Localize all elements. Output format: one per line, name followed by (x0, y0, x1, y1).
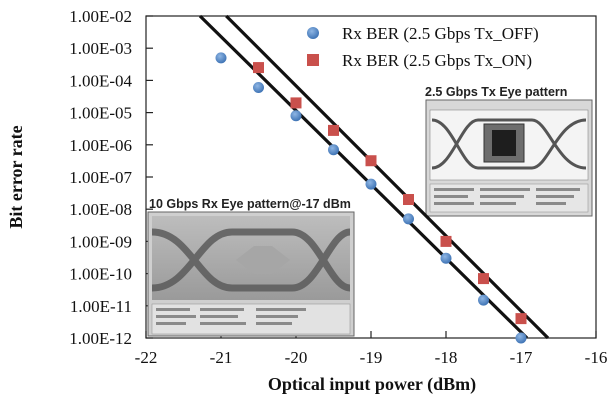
point-tx-off (290, 110, 302, 122)
fit-line-2 (225, 14, 550, 340)
rx-eye-traces (151, 228, 351, 292)
point-tx-off (328, 144, 339, 156)
y-tick-label: 1.00E-10 (69, 265, 132, 284)
y-tick-label: 1.00E-09 (69, 232, 132, 251)
x-tick-label: -16 (585, 348, 608, 367)
legend-marker-tx-on (307, 54, 319, 66)
y-tick-label: 1.00E-12 (69, 329, 132, 348)
rx-eye-opening (236, 246, 290, 274)
point-tx-on (328, 124, 339, 136)
x-tick-labels: -22 -21 -20 -19 -18 -17 -16 (135, 331, 608, 367)
tx-eye-inset (425, 99, 593, 217)
y-tick-label: 1.00E-06 (69, 136, 132, 155)
y-tick-label: 1.00E-03 (69, 39, 132, 58)
y-tick-label: 1.00E-11 (70, 297, 132, 316)
legend-label-tx-on: Rx BER (2.5 Gbps Tx_ON) (342, 51, 532, 70)
data-points (215, 52, 527, 344)
point-tx-on (515, 313, 527, 325)
point-tx-on (290, 97, 302, 109)
point-tx-off (215, 52, 227, 64)
y-tick-label: 1.00E-04 (69, 71, 132, 90)
point-tx-off (440, 252, 452, 264)
tx-eye-inset-title: 2.5 Gbps Tx Eye pattern (425, 85, 567, 99)
legend: Rx BER (2.5 Gbps Tx_OFF) Rx BER (2.5 Gbp… (307, 24, 539, 70)
x-tick-label: -21 (210, 348, 233, 367)
tx-eye-mask (492, 130, 516, 156)
point-tx-on (365, 155, 377, 167)
x-tick-label: -19 (360, 348, 383, 367)
y-tick-label: 1.00E-02 (69, 7, 132, 26)
x-tick-label: -22 (135, 348, 158, 367)
point-tx-off (253, 82, 264, 94)
tx-eye-traces (431, 118, 587, 170)
legend-label-tx-off: Rx BER (2.5 Gbps Tx_OFF) (342, 24, 539, 43)
x-tick-label: -18 (435, 348, 458, 367)
point-tx-on (478, 273, 489, 285)
legend-marker-tx-off (307, 27, 319, 39)
point-tx-off (515, 332, 527, 344)
point-tx-on (440, 235, 452, 247)
point-tx-on (253, 62, 264, 74)
point-tx-off (403, 213, 414, 225)
x-axis-label: Optical input power (dBm) (268, 374, 476, 395)
rx-eye-inset-title: 10 Gbps Rx Eye pattern@-17 dBm (149, 197, 351, 211)
rx-eye-inset (147, 211, 355, 337)
y-tick-label: 1.00E-08 (69, 200, 132, 219)
y-tick-label: 1.00E-07 (69, 168, 132, 187)
point-tx-off (365, 178, 377, 190)
x-tick-label: -20 (285, 348, 308, 367)
x-tick-label: -17 (510, 348, 533, 367)
y-axis-label: Bit error rate (6, 125, 26, 228)
point-tx-on (403, 194, 414, 206)
point-tx-off (478, 294, 489, 306)
y-tick-label: 1.00E-05 (69, 104, 132, 123)
y-tick-labels: 1.00E-02 1.00E-03 1.00E-04 1.00E-05 1.00E-06… (69, 7, 153, 348)
